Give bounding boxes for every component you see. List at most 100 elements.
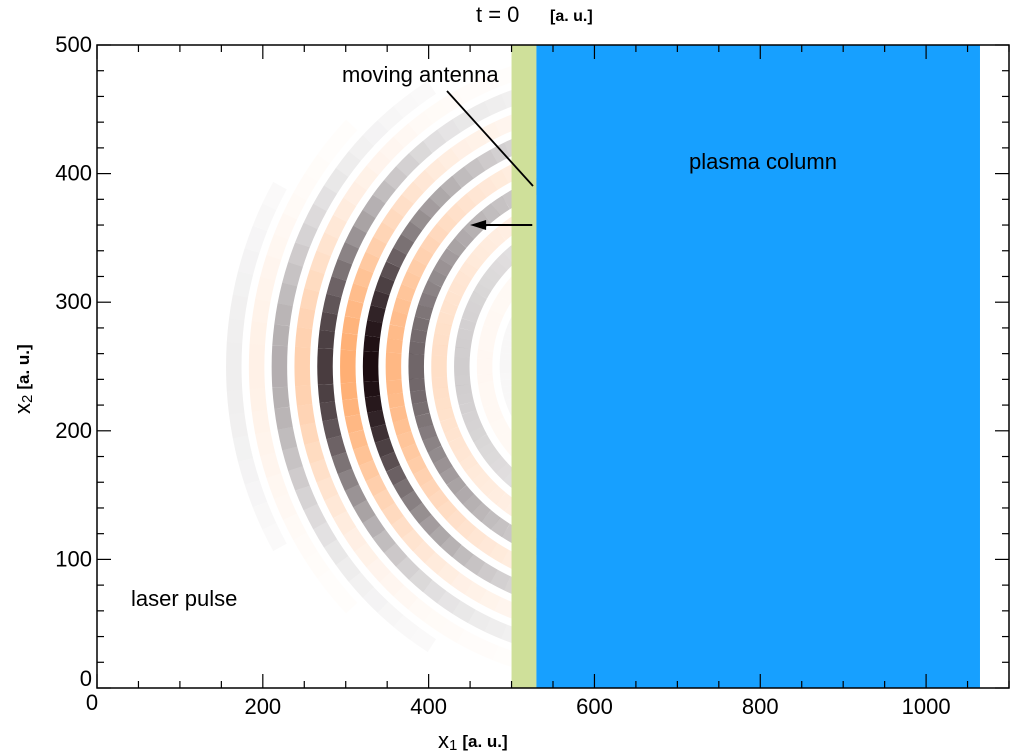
wavefront-segment [343, 181, 367, 206]
wavefront-segment [489, 259, 508, 277]
wavefront-segment [464, 157, 486, 179]
wavefront-segment [429, 525, 452, 547]
wavefront-segment [260, 207, 269, 229]
wavefront-segment [440, 176, 462, 198]
wavefront-segment [491, 517, 510, 537]
wavefront-segment [406, 455, 427, 475]
wavefront-segment [365, 236, 387, 259]
wavefront-segment [452, 109, 476, 133]
wavefront-segment [391, 194, 414, 218]
wavefront-segment [354, 165, 379, 191]
wavefront-segment [324, 574, 338, 592]
wavefront-segment [367, 305, 386, 324]
wavefront-segment [226, 389, 245, 415]
wavefront-segment [439, 416, 459, 433]
wavefront-segment [409, 209, 432, 231]
wavefront-segment [342, 315, 361, 335]
wavefront-segment [342, 398, 361, 418]
wavefront-segment [408, 568, 433, 592]
wavefront-segment [391, 515, 414, 539]
wavefront-segment [229, 294, 249, 321]
wavefront-segment [413, 467, 434, 487]
wavefront-segment [468, 291, 487, 307]
wavefront-segment [466, 184, 487, 206]
wavefront-segment [282, 262, 303, 287]
x-tick-label: 600 [576, 694, 613, 719]
wavefront-segment [237, 248, 260, 276]
wavefront-segment [311, 556, 323, 574]
wavefront-segment [434, 322, 452, 336]
wavefront-segment [454, 346, 471, 358]
wavefront-segment [344, 225, 367, 249]
wavefront-segment [337, 591, 352, 608]
wavefront-segment [465, 252, 485, 271]
wavefront-segment [344, 414, 364, 434]
wavefront-segment [440, 89, 465, 114]
wavefront-segment [304, 440, 325, 464]
x-tick-label: 200 [244, 694, 281, 719]
wavefront-segment [473, 434, 492, 451]
wavefront-segment [437, 562, 460, 585]
wavefront-segment [477, 176, 498, 198]
wavefront-segment [423, 609, 449, 633]
wavefront-segment [461, 88, 478, 97]
wavefront-segment [443, 290, 463, 307]
wavefront-segment [454, 228, 475, 248]
wavefront-segment [420, 234, 441, 255]
wavefront-segment [458, 318, 477, 332]
antenna-pointer-line [446, 90, 534, 187]
wavefront-segment [317, 366, 334, 385]
wavefront-segment [399, 621, 415, 634]
wavefront-segment [508, 347, 509, 353]
wavefront-segment [431, 344, 448, 357]
wavefront-segment [418, 423, 437, 441]
wavefront-segment [282, 192, 307, 220]
wavefront-segment [483, 317, 501, 331]
wavefront-segment [490, 142, 511, 164]
wavefront-segment [248, 343, 266, 367]
wavefront-segment [226, 342, 243, 367]
wavefront-segment [309, 250, 331, 275]
wavefront-segment [273, 493, 298, 520]
wavefront-segment [387, 392, 405, 409]
moving-antenna-label: moving antenna [342, 62, 499, 87]
wavefront-segment [477, 349, 494, 360]
wavefront-segment [477, 341, 495, 352]
wavefront-segment [497, 288, 515, 304]
wavefront-segment [260, 452, 282, 478]
wavefront-segment [348, 283, 368, 304]
wavefront-segment [260, 505, 269, 527]
wavefront-segment [340, 349, 357, 367]
wavefront-segment [322, 418, 342, 440]
wavefront-segment [458, 261, 478, 279]
wavefront-segment [478, 441, 497, 459]
wavefront-segment [411, 316, 430, 332]
plasma-column-region [536, 45, 980, 688]
y-tick-label: 300 [55, 289, 92, 314]
wavefront-segment [490, 569, 511, 591]
wavefront-segment [489, 302, 507, 317]
wavefront-segment [493, 294, 511, 310]
wavefront-segment [496, 252, 514, 271]
wavefront-segment [479, 121, 501, 144]
wavefront-segment [399, 99, 415, 112]
wavefront-segment [364, 395, 383, 413]
wavefront-segment [353, 209, 376, 234]
wavefront-segment [418, 292, 437, 310]
wavefront-segment [319, 401, 338, 422]
wavefront-segment [363, 380, 381, 398]
wavefront-segment [408, 597, 433, 622]
x-tick-label: 400 [410, 694, 447, 719]
wavefront-segment [483, 449, 502, 467]
wavefront-segment [455, 337, 473, 349]
wavefront-segment [493, 423, 511, 439]
wavefront-segment [484, 617, 508, 639]
wavefront-segment [495, 492, 514, 512]
figure-title: t = 0 [476, 2, 519, 27]
wavefront-segment [434, 397, 452, 411]
wavefront-segment [401, 221, 423, 243]
wavefront-segment [393, 234, 415, 255]
wavefront-segment [252, 228, 260, 250]
wavefront-segment [379, 571, 405, 597]
wavefront-segment [358, 251, 380, 273]
